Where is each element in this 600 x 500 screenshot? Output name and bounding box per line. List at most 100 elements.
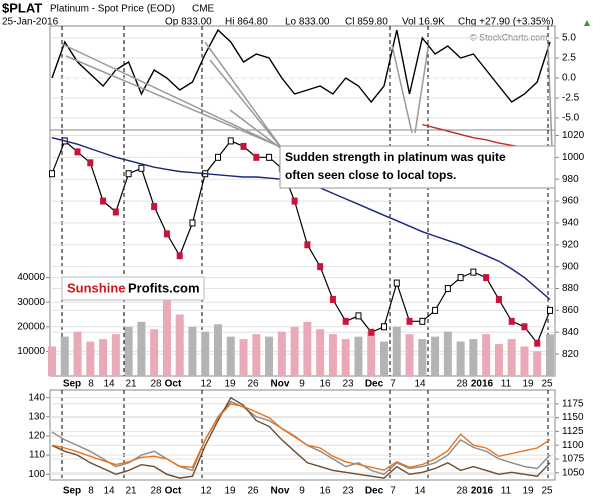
price-candle <box>125 170 132 178</box>
x-tick-label: 11 <box>501 486 512 497</box>
x-tick-label: 28 <box>150 379 162 390</box>
volume-bar <box>48 346 56 376</box>
x-tick-label: Oct <box>165 379 182 390</box>
price-candle <box>508 317 515 325</box>
logo-word: Sunshine <box>67 280 126 295</box>
volume-bar <box>175 314 184 376</box>
logo-word: Profits.com <box>128 280 200 295</box>
stat: Hi 864.80 <box>225 17 268 28</box>
y-tick-label: 120 <box>28 431 45 442</box>
y-tick-label: 860 <box>562 305 579 316</box>
y-tick-label: 140 <box>28 392 45 403</box>
price-candle <box>74 148 81 156</box>
price-candle <box>368 328 375 336</box>
y-tick-label: 100 <box>28 469 45 480</box>
volume-bar <box>188 326 197 376</box>
y-tick-label: 1125 <box>562 426 584 437</box>
instrument-name: Platinum - Spot Price (EOD) <box>50 4 175 15</box>
x-tick-label: Dec <box>365 486 384 497</box>
y-tick-label: 110 <box>29 450 45 461</box>
price-candle <box>419 317 426 325</box>
price-candle <box>381 323 387 331</box>
volume-bar <box>316 329 325 376</box>
y-tick-label: 920 <box>562 239 579 250</box>
panel-border <box>49 389 556 481</box>
price-candle <box>240 142 247 150</box>
x-tick-label: Oct <box>165 486 182 497</box>
x-tick-label: Sep <box>63 486 81 497</box>
price-candle <box>342 317 349 325</box>
y-tick-label: 30000 <box>17 297 45 308</box>
price-candle <box>329 295 336 303</box>
y-tick-label: -2.5 <box>562 93 580 104</box>
volume-bar <box>239 339 248 376</box>
price-candle <box>432 306 439 314</box>
price-candle <box>87 159 94 167</box>
x-tick-label: 9 <box>299 379 305 390</box>
y-tick-label: 20000 <box>17 321 45 332</box>
volume-bar <box>252 334 261 376</box>
y-tick-label: 1100 <box>562 440 584 451</box>
price-candle <box>163 230 170 238</box>
series-line <box>51 400 551 476</box>
x-tick-label: 11 <box>501 379 512 390</box>
x-tick-label: 8 <box>88 379 94 390</box>
volume-bar <box>86 341 95 376</box>
logo-box <box>61 276 205 301</box>
x-tick-label: Sep <box>63 379 81 390</box>
x-tick-label: 26 <box>247 486 259 497</box>
x-tick-label: 14 <box>414 379 426 390</box>
volume-bar <box>201 331 210 376</box>
volume-bar <box>162 289 171 376</box>
volume-bar <box>405 334 414 376</box>
price-candle <box>317 263 324 271</box>
volume-bar <box>73 331 82 376</box>
y-tick-label: 840 <box>562 327 579 338</box>
x-tick-label: 28 <box>456 486 468 497</box>
date: 25-Jan-2016 <box>2 17 59 28</box>
price-candle <box>253 153 260 161</box>
volume-bar <box>328 334 337 376</box>
price-candle <box>534 339 541 347</box>
x-tick-label: 19 <box>224 379 236 390</box>
y-tick-label: 130 <box>28 411 45 422</box>
x-tick-label: 16 <box>319 379 331 390</box>
x-tick-label: 19 <box>522 379 534 390</box>
x-tick-label: 19 <box>224 486 236 497</box>
x-tick-label: 8 <box>88 486 94 497</box>
stat: Cl 859.80 <box>345 17 388 28</box>
y-tick-label: 980 <box>562 174 579 185</box>
volume-bar <box>99 339 108 376</box>
y-tick-label: 0.0 <box>562 73 576 84</box>
x-tick-label: 7 <box>390 486 396 497</box>
y-tick-label: 1175 <box>562 398 584 409</box>
up-arrow <box>584 20 590 26</box>
price-candle <box>457 274 464 282</box>
volume-bar <box>277 331 286 376</box>
volume-bar <box>456 341 465 376</box>
price-candle <box>49 170 55 178</box>
x-tick-label: 23 <box>342 486 354 497</box>
volume-bar <box>380 341 388 376</box>
price-candle <box>266 153 273 161</box>
volume-bar <box>546 334 554 376</box>
series-line <box>51 396 551 479</box>
x-tick-label: 28 <box>456 379 468 390</box>
volume-bar <box>111 334 120 376</box>
volume-bar <box>354 336 363 376</box>
panel-border <box>49 129 556 377</box>
plot: 5.0 2.5 0.0 -2.5 -5.0 820 840 860 880 900 920 940 96… <box>17 26 585 497</box>
y-tick-label: 940 <box>562 218 579 229</box>
volume-bar <box>392 326 401 376</box>
stat: Vol 16.9K <box>402 17 445 28</box>
price-candle <box>495 295 502 303</box>
stat: Op 833.00 <box>165 17 212 28</box>
price-candle <box>406 317 413 325</box>
y-tick-label: 960 <box>562 196 579 207</box>
series-line <box>51 403 551 471</box>
price-candle <box>100 197 107 205</box>
price-candle <box>444 285 451 293</box>
x-tick-label: 12 <box>200 486 212 497</box>
y-tick-label: 1000 <box>562 152 585 163</box>
volume-bar <box>60 336 69 376</box>
